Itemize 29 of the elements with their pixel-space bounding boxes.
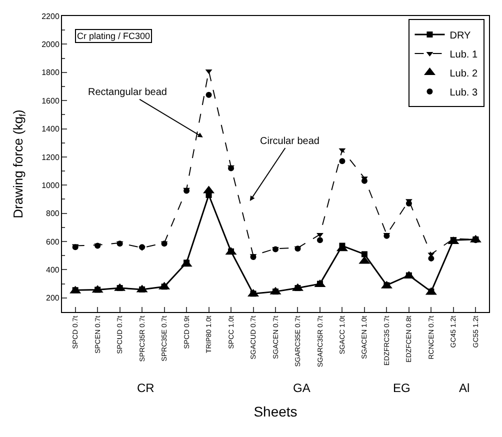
- text: EG: [393, 381, 410, 395]
- y-tick-label: 400: [46, 266, 60, 275]
- text: Al: [459, 381, 470, 395]
- y-tick-label: 1200: [42, 152, 60, 162]
- y-tick-label: 600: [46, 237, 60, 246]
- text: GA: [293, 381, 310, 395]
- text: CR: [137, 381, 155, 395]
- legend-label: DRY: [450, 30, 471, 42]
- y-tick-label: 200: [46, 294, 60, 303]
- legend-label: Lub. 1: [450, 49, 478, 60]
- point: [316, 237, 323, 244]
- y-tick-label: 800: [46, 209, 60, 218]
- y-tick-label: 1000: [42, 180, 60, 190]
- point: [428, 255, 434, 262]
- y-tick-label: 2000: [42, 40, 60, 49]
- y-tick-label: 1400: [42, 124, 60, 134]
- x-axis-title: Sheets: [254, 403, 298, 420]
- legend-label: Lub. 2: [450, 68, 478, 80]
- point: [339, 158, 346, 164]
- annotation: Circular bead: [260, 136, 320, 147]
- y-tick-label: 1600: [42, 96, 60, 106]
- point: [316, 232, 324, 238]
- point: [361, 251, 368, 258]
- y-tick-label: 1800: [42, 68, 60, 78]
- annotation: Cr plating / FC300: [77, 31, 150, 41]
- y-tick-label: 2200: [42, 12, 60, 21]
- legend-label: Lub. 3: [450, 87, 478, 98]
- annotation: Rectangular bead: [88, 87, 167, 98]
- point: [206, 92, 212, 98]
